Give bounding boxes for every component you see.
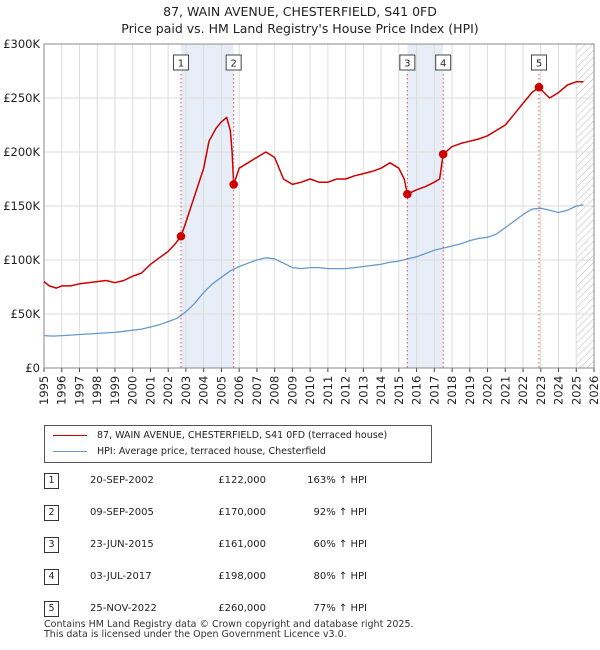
sale-point: [534, 82, 544, 92]
sale-date: 20-SEP-2002: [90, 475, 154, 486]
sale-price: £260,000: [218, 603, 266, 614]
legend-label-hpi: HPI: Average price, terraced house, Ches…: [97, 446, 326, 457]
x-tick-label: 2010: [303, 376, 317, 405]
x-tick-label: 2009: [285, 376, 299, 405]
chart-title-line1: 87, WAIN AVENUE, CHESTERFIELD, S41 0FD: [163, 4, 437, 19]
sale-label-box: [435, 54, 452, 71]
sale-label-number: 4: [440, 59, 446, 70]
hpi-line: [43, 204, 584, 337]
sale-hpi-change: 60% ↑ HPI: [313, 539, 367, 550]
footer-notice: Contains HM Land Registry data © Crown c…: [44, 620, 414, 640]
x-tick-label: 2006: [232, 376, 246, 405]
sale-label-number: 5: [536, 59, 542, 70]
sale-number-badge: 2: [44, 505, 59, 521]
sale-label-number: 3: [404, 59, 410, 70]
x-tick-label: 2014: [374, 376, 388, 405]
x-tick-label: 1999: [108, 376, 122, 405]
sale-number-badge: 4: [44, 569, 59, 585]
sale-row: 4 03-JUL-2017 £198,000 80% ↑ HPI: [44, 569, 384, 585]
x-tick-label: 2002: [161, 376, 175, 405]
sale-hpi-change: 77% ↑ HPI: [313, 603, 367, 614]
x-tick-label: 2024: [552, 376, 566, 405]
sale-hpi-change: 163% ↑ HPI: [307, 475, 367, 486]
sale-number-badge: 5: [44, 601, 59, 617]
x-tick-label: 1997: [72, 376, 86, 405]
y-tick-label: £250K: [3, 91, 40, 105]
y-tick-label: £50K: [11, 307, 41, 321]
sale-row: 5 25-NOV-2022 £260,000 77% ↑ HPI: [44, 601, 384, 617]
sale-date: 25-NOV-2022: [90, 603, 157, 614]
sale-point: [403, 189, 412, 199]
sale-row: 3 23-JUN-2015 £161,000 60% ↑ HPI: [44, 537, 384, 553]
x-tick-label: 2015: [392, 376, 406, 405]
footer-licence: This data is licensed under the Open Gov…: [44, 629, 347, 640]
x-tick-label: 2018: [445, 376, 459, 405]
sale-date: 23-JUN-2015: [90, 539, 154, 550]
sale-price: £198,000: [218, 571, 266, 582]
legend-label-property: 87, WAIN AVENUE, CHESTERFIELD, S41 0FD (…: [97, 430, 388, 441]
x-tick-label: 2008: [268, 376, 282, 405]
x-tick-label: 1995: [37, 376, 51, 405]
sale-label-number: 1: [178, 59, 184, 70]
x-tick-label: 2020: [481, 376, 495, 405]
x-tick-label: 2021: [498, 376, 512, 405]
sale-hpi-change: 92% ↑ HPI: [313, 507, 367, 518]
sale-date: 09-SEP-2005: [90, 507, 154, 518]
x-tick-label: 1996: [55, 376, 69, 405]
legend-item-hpi: HPI: Average price, terraced house, Ches…: [53, 445, 326, 459]
sale-price: £161,000: [218, 539, 266, 550]
x-tick-label: 2017: [427, 376, 441, 405]
sale-point: [176, 231, 186, 241]
x-tick-label: 2026: [587, 376, 600, 405]
legend-swatch-hpi: [53, 451, 87, 452]
x-tick-label: 2000: [126, 376, 140, 405]
x-tick-label: 1998: [90, 376, 104, 405]
property-price-line: [43, 81, 584, 289]
sale-label-number: 2: [230, 59, 236, 70]
x-tick-label: 2011: [321, 376, 335, 405]
sale-number-badge: 3: [44, 537, 59, 553]
sale-number-badge: 1: [44, 473, 59, 489]
y-tick-label: £100K: [3, 253, 40, 267]
sale-row: 2 09-SEP-2005 £170,000 92% ↑ HPI: [44, 505, 384, 521]
sale-label-box: [399, 54, 416, 71]
sale-hpi-change: 80% ↑ HPI: [313, 571, 367, 582]
sale-label-box: [172, 54, 189, 71]
y-tick-label: £0: [25, 361, 40, 375]
x-tick-label: 2007: [250, 376, 264, 405]
sale-row: 1 20-SEP-2002 £122,000 163% ↑ HPI: [44, 473, 384, 489]
y-tick-label: £150K: [3, 199, 40, 213]
x-tick-label: 2016: [410, 376, 424, 405]
sale-label-box: [531, 54, 547, 71]
sale-point: [438, 149, 448, 159]
y-tick-label: £300K: [3, 37, 40, 51]
x-tick-label: 2023: [534, 376, 548, 405]
sale-label-box: [225, 54, 242, 71]
x-tick-label: 2022: [516, 376, 530, 405]
x-tick-label: 2012: [339, 376, 353, 405]
sale-price: £170,000: [218, 507, 266, 518]
legend-swatch-property: [53, 435, 87, 436]
x-tick-label: 2019: [463, 376, 477, 405]
chart-title: 87, WAIN AVENUE, CHESTERFIELD, S41 0FD P…: [0, 3, 600, 37]
legend-item-property: 87, WAIN AVENUE, CHESTERFIELD, S41 0FD (…: [53, 429, 387, 443]
sale-point: [229, 180, 238, 189]
chart-legend: 87, WAIN AVENUE, CHESTERFIELD, S41 0FD (…: [44, 425, 432, 463]
x-tick-label: 2025: [569, 376, 583, 405]
chart-title-line2: Price paid vs. HM Land Registry's House …: [121, 21, 479, 36]
x-tick-label: 2013: [356, 376, 370, 405]
sale-price: £122,000: [218, 475, 266, 486]
y-tick-label: £200K: [3, 145, 40, 159]
x-tick-label: 2005: [214, 376, 228, 405]
sale-date: 03-JUL-2017: [90, 571, 152, 582]
x-tick-label: 2003: [179, 376, 193, 405]
x-tick-label: 2004: [197, 376, 211, 405]
footer-copyright: Contains HM Land Registry data © Crown c…: [44, 619, 414, 630]
plot-border: [43, 43, 595, 369]
x-tick-label: 2001: [143, 376, 157, 405]
